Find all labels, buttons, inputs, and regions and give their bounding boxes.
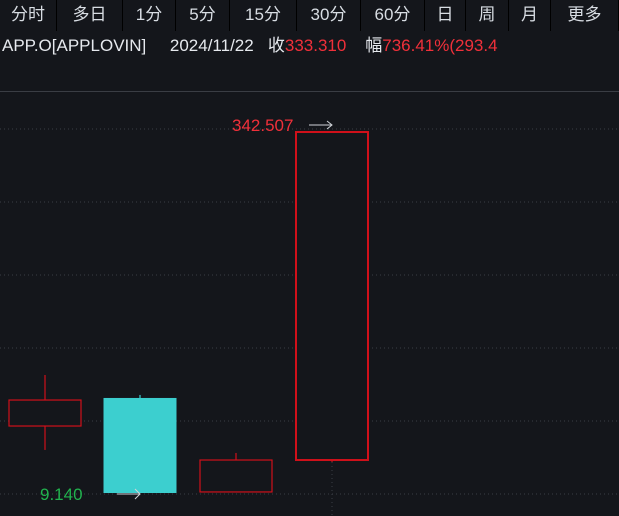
range-label: 幅 xyxy=(365,36,383,55)
range-value: 736.41%(293.4 xyxy=(382,36,498,55)
divider xyxy=(0,91,619,92)
tab-2[interactable]: 1分 xyxy=(123,0,176,31)
tab-7[interactable]: 日 xyxy=(425,0,466,31)
close-value: 333.310 xyxy=(284,36,347,55)
high-arrow-icon xyxy=(309,120,333,130)
tab-9[interactable]: 月 xyxy=(509,0,551,31)
candle-body-up xyxy=(199,459,273,493)
tab-3[interactable]: 5分 xyxy=(176,0,230,31)
tab-6[interactable]: 60分 xyxy=(361,0,425,31)
tab-1[interactable]: 多日 xyxy=(57,0,123,31)
date: 2024/11/22 xyxy=(169,36,254,55)
high-label: 342.507 xyxy=(232,116,293,135)
low-arrow-icon xyxy=(117,488,141,500)
tab-5[interactable]: 30分 xyxy=(297,0,361,31)
period-tabs: 分时 多日 1分 5分 15分 30分 60分日周月更多 xyxy=(0,0,619,31)
candle-body-up xyxy=(8,399,82,427)
candle-body-down xyxy=(103,397,177,493)
symbol-name: APP.O[APPLOVIN] xyxy=(2,36,147,55)
tab-8[interactable]: 周 xyxy=(466,0,509,31)
low-label: 9.140 xyxy=(40,485,83,504)
tab-0[interactable]: 分时 xyxy=(0,0,57,31)
candle-body-up xyxy=(295,131,369,462)
tab-4[interactable]: 15分 xyxy=(230,0,297,31)
quote-info-bar: APP.O[APPLOVIN] 2024/11/22 收333.310 幅736… xyxy=(2,34,498,58)
close-label: 收 xyxy=(267,36,285,55)
